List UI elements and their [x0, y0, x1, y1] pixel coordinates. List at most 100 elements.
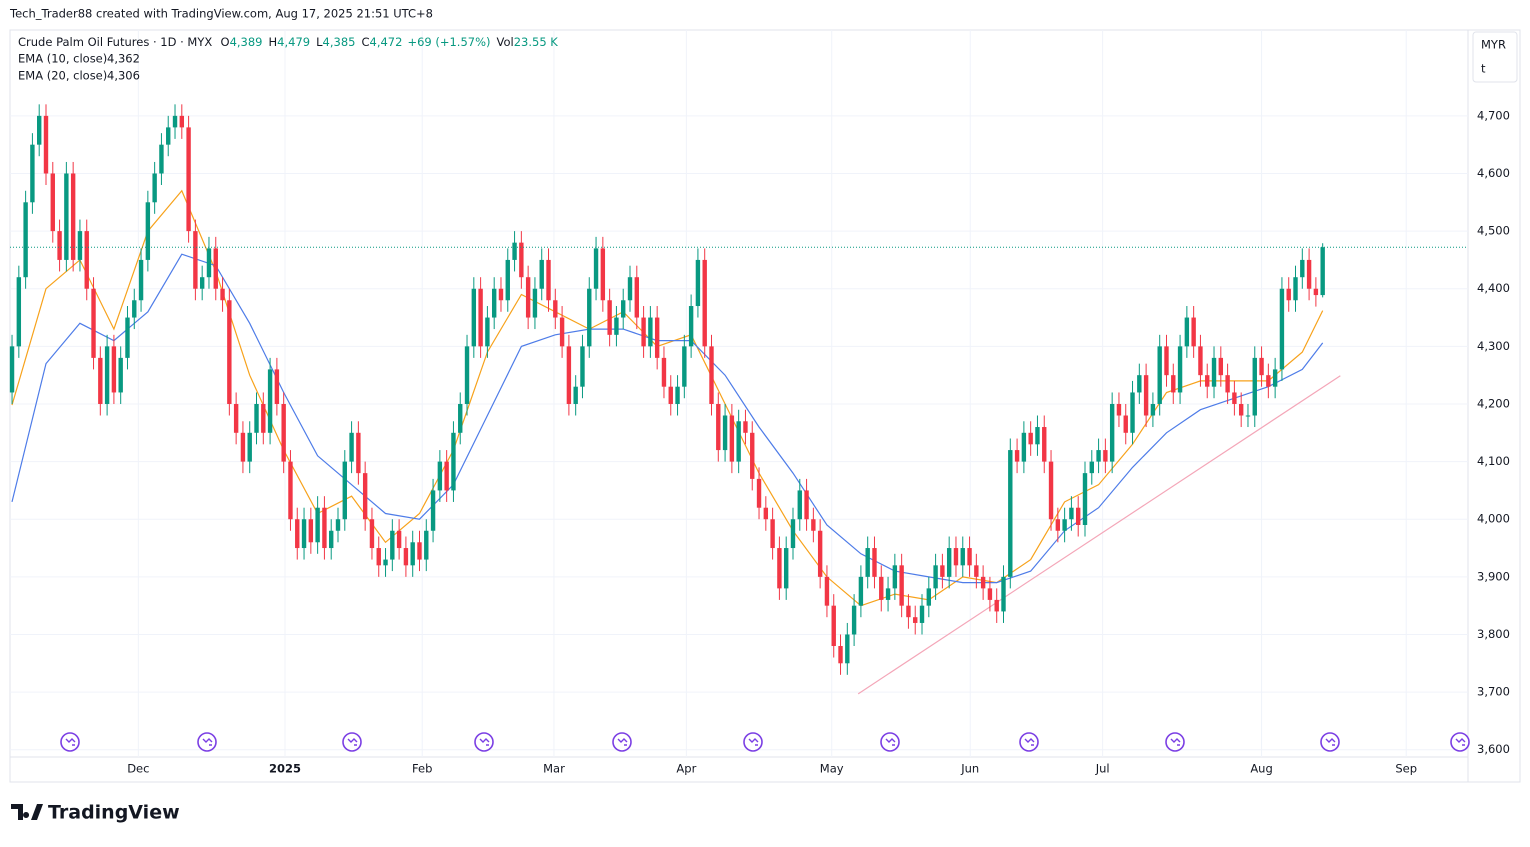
candle-body [64, 173, 69, 260]
candle-body [811, 519, 816, 531]
candle [329, 519, 334, 560]
candle [960, 536, 965, 577]
legend-item: Vol [497, 35, 514, 49]
candle [573, 375, 578, 416]
candle [933, 553, 938, 600]
candle [974, 553, 979, 589]
candle-body [329, 530, 334, 549]
candle-body [220, 288, 225, 301]
candle-body [709, 346, 714, 404]
candle [756, 467, 762, 520]
x-tick-label: Sep [1395, 762, 1417, 776]
candle-body [553, 300, 558, 318]
candle [885, 576, 891, 612]
candle-body [342, 461, 347, 520]
legend-item: 4,479 [277, 35, 310, 49]
candle-body [430, 490, 436, 531]
x-tick-label: May [820, 762, 844, 776]
candle [376, 536, 381, 577]
candle [70, 161, 76, 272]
candle-body [451, 432, 456, 491]
candle [410, 530, 415, 577]
candle [926, 576, 932, 618]
candle [675, 375, 680, 416]
candle [532, 277, 538, 330]
event-icon [612, 732, 632, 752]
candle [1137, 363, 1142, 404]
candle-body [1008, 450, 1013, 577]
candle [519, 231, 524, 289]
candle [390, 519, 395, 572]
candle [831, 594, 836, 658]
candle-body [790, 519, 796, 549]
legend-main: Crude Palm Oil Futures · 1D · MYX O4,389 H… [18, 35, 558, 49]
candle-body [1191, 317, 1196, 347]
candle [736, 409, 741, 474]
candle [1171, 363, 1176, 404]
candle-body [668, 386, 673, 404]
candle [682, 334, 687, 399]
candle-body [1225, 375, 1230, 393]
candle-body [261, 403, 266, 433]
legend-item: L [316, 35, 323, 49]
legend-series-value: 4,306 [107, 69, 140, 83]
candle-body [23, 202, 28, 278]
event-icon-glyph [617, 738, 628, 746]
candle [1103, 438, 1108, 474]
candle [444, 450, 449, 502]
candle [288, 450, 293, 531]
candle-body [471, 288, 477, 347]
candle [43, 104, 49, 186]
event-icon-glyph [885, 738, 896, 746]
candle-body [118, 357, 123, 393]
candle-body [478, 288, 483, 347]
legend-item: Crude Palm Oil Futures · 1D · MYX [18, 35, 212, 49]
candle [648, 306, 653, 358]
candle-body [1198, 346, 1203, 376]
candle-body [491, 288, 497, 318]
y-tick-label: 3,700 [1477, 685, 1510, 699]
event-icon [474, 732, 494, 752]
event-icon [1019, 732, 1039, 752]
candle [580, 334, 585, 399]
event-icon-circle [342, 732, 362, 752]
candle [356, 421, 361, 485]
candle-body [132, 300, 137, 318]
candle-body [967, 548, 972, 566]
candle [1096, 438, 1101, 474]
event-icon-glyph [202, 738, 213, 746]
candle-body [546, 259, 551, 301]
candle-body [872, 548, 877, 577]
candle-body [16, 277, 22, 347]
candle [1001, 565, 1006, 623]
candle [879, 565, 884, 612]
candle-body [77, 231, 83, 260]
legend-item: H [269, 35, 278, 49]
candle [566, 334, 572, 416]
candle [1076, 496, 1081, 537]
candle-body [621, 300, 626, 318]
candle-body [797, 490, 802, 520]
candle-body [600, 248, 606, 301]
candle-body [152, 173, 157, 203]
candle-body [390, 530, 395, 560]
candle-body [845, 634, 850, 664]
candle [695, 248, 701, 318]
candle-body [587, 288, 592, 347]
candle-body [1123, 415, 1128, 433]
x-tick-label: Jul [1095, 762, 1110, 776]
candle [858, 565, 864, 618]
candle [1259, 346, 1264, 387]
candle [430, 478, 436, 543]
event-icon-circle [60, 732, 80, 752]
candle [953, 536, 959, 577]
candle [634, 265, 639, 330]
candle-body [179, 115, 185, 128]
candle [179, 104, 185, 139]
candle [240, 421, 246, 474]
candle [1225, 363, 1230, 404]
candle [458, 392, 463, 445]
y-tick-label: 4,300 [1477, 339, 1510, 353]
candle-body [777, 548, 782, 589]
event-icon-glyph [479, 738, 490, 746]
